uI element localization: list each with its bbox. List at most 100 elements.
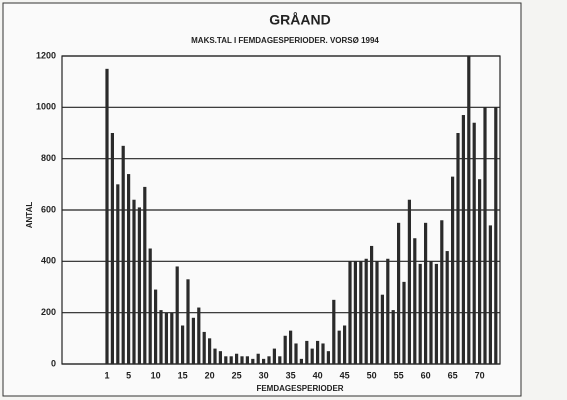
bar — [424, 222, 428, 364]
y-tick-label: 800 — [41, 153, 56, 163]
bar — [170, 312, 174, 364]
bar — [137, 207, 141, 364]
bar — [467, 56, 471, 364]
bar — [262, 358, 266, 364]
x-tick-label: 1 — [104, 370, 109, 380]
bar — [407, 199, 411, 364]
bar — [348, 261, 352, 364]
bar — [272, 348, 276, 364]
x-tick-label: 30 — [259, 370, 269, 380]
x-axis-label: FEMDAGESPERIODER — [256, 384, 343, 393]
bar — [353, 261, 357, 364]
bar — [229, 356, 233, 364]
bar — [186, 279, 190, 364]
y-tick-label: 1000 — [36, 102, 56, 112]
y-axis-label: ANTAL — [25, 202, 34, 229]
y-tick-label: 1200 — [36, 50, 56, 60]
bar — [218, 351, 222, 364]
bar — [397, 222, 401, 364]
bar — [488, 225, 492, 364]
x-tick-label: 55 — [394, 370, 404, 380]
bar — [154, 289, 158, 364]
x-tick-label: 40 — [313, 370, 323, 380]
bar — [181, 325, 185, 364]
bar — [413, 238, 417, 364]
x-tick-label: 20 — [205, 370, 215, 380]
bar — [224, 356, 228, 364]
bar — [310, 348, 314, 364]
bar — [445, 251, 449, 364]
bar — [105, 68, 109, 364]
bar — [175, 266, 179, 364]
bar — [294, 343, 298, 364]
bar — [283, 335, 287, 364]
bar — [332, 299, 336, 364]
bar — [364, 258, 368, 364]
frame — [2, 2, 522, 397]
bar — [197, 307, 201, 364]
y-tick-label: 400 — [41, 256, 56, 266]
chart-title: GRÅAND — [269, 12, 330, 28]
bar — [321, 343, 325, 364]
bar — [289, 330, 293, 364]
y-tick-label: 0 — [51, 358, 56, 368]
bar — [159, 310, 163, 364]
bar — [305, 340, 309, 364]
bar — [191, 317, 195, 364]
bar — [391, 310, 395, 364]
bar — [337, 330, 341, 364]
bar — [386, 258, 390, 364]
bar — [110, 133, 114, 364]
x-tick-label: 35 — [286, 370, 296, 380]
bar — [240, 356, 244, 364]
bar — [440, 220, 444, 364]
bar — [132, 199, 136, 364]
bar — [245, 356, 249, 364]
x-tick-label: 65 — [448, 370, 458, 380]
x-tick-label: 45 — [340, 370, 350, 380]
bar — [256, 353, 260, 364]
x-tick-label: 70 — [475, 370, 485, 380]
bar — [370, 245, 374, 364]
bar — [267, 356, 271, 364]
bar — [456, 133, 460, 364]
bar — [278, 356, 282, 364]
bar — [375, 261, 379, 364]
bar — [127, 174, 131, 364]
bar — [478, 179, 482, 364]
bar — [251, 358, 255, 364]
x-tick-label: 5 — [126, 370, 131, 380]
bar — [121, 145, 125, 364]
bar — [208, 338, 212, 364]
bar — [326, 351, 330, 364]
bar — [483, 107, 487, 364]
bar — [451, 176, 455, 364]
bar — [359, 261, 363, 364]
bar — [461, 115, 465, 365]
bar — [434, 263, 438, 364]
bar — [143, 186, 147, 364]
bar — [164, 312, 168, 364]
bar — [429, 261, 433, 364]
bar — [148, 248, 152, 364]
x-tick-label: 10 — [151, 370, 161, 380]
bar — [299, 358, 303, 364]
bar — [213, 348, 217, 364]
x-tick-label: 25 — [232, 370, 242, 380]
bar — [235, 353, 239, 364]
x-tick-label: 60 — [421, 370, 431, 380]
x-tick-label: 15 — [178, 370, 188, 380]
bar — [316, 340, 320, 364]
y-tick-label: 600 — [41, 204, 56, 214]
x-tick-label: 50 — [367, 370, 377, 380]
bar — [418, 263, 422, 364]
bar — [116, 184, 120, 364]
bar — [202, 331, 206, 364]
bar — [494, 107, 498, 364]
bar — [380, 294, 384, 364]
bar — [472, 122, 476, 364]
bar — [402, 281, 406, 364]
chart-subtitle: MAKS.TAL I FEMDAGESPERIODER. VORSØ 1994 — [191, 36, 379, 45]
y-tick-label: 200 — [41, 307, 56, 317]
